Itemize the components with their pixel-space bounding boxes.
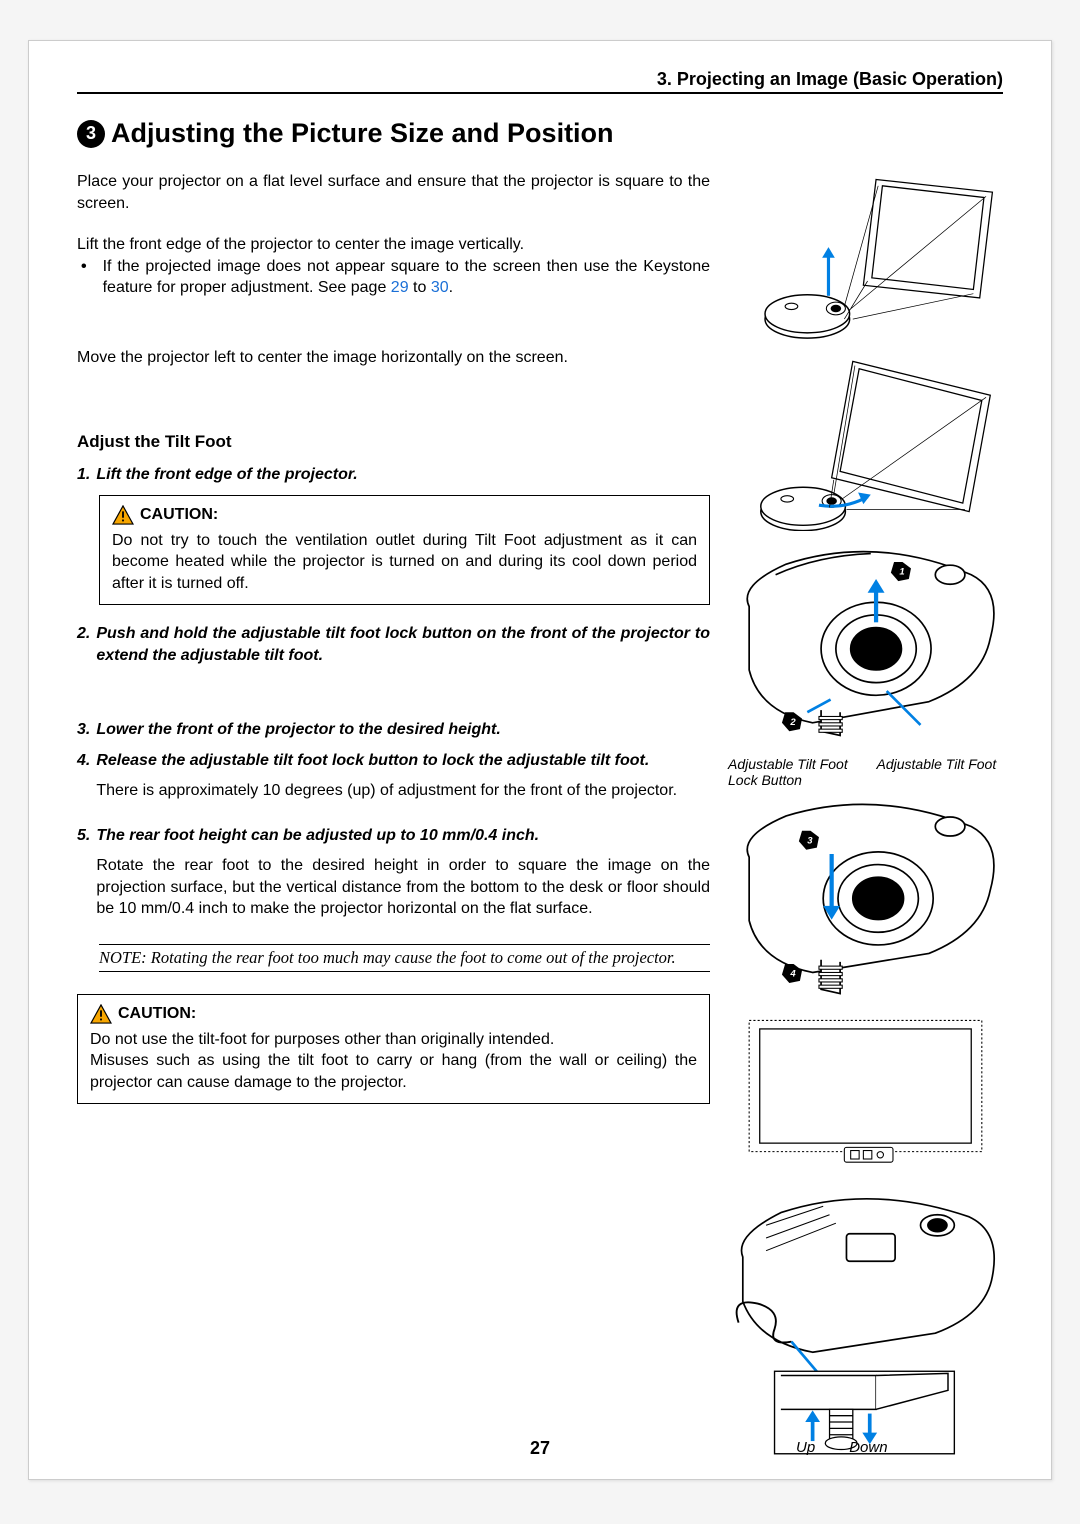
caution-box-1: CAUTION: Do not try to touch the ventila…	[99, 495, 710, 605]
intro-bullet: • If the projected image does not appear…	[81, 256, 710, 299]
page-link-29[interactable]: 29	[391, 279, 409, 296]
bullet-marker: •	[81, 256, 87, 299]
step-4-detail: There is approximately 10 degrees (up) o…	[96, 780, 710, 802]
figure-rear-foot: Up Down	[728, 1183, 1003, 1458]
figure-tilt-foot-release: 3 4	[728, 799, 1003, 1000]
caption-tilt-foot: Adjustable Tilt Foot	[877, 756, 997, 790]
content-columns: Place your projector on a flat level sur…	[77, 171, 1003, 1470]
rear-foot-diagram	[728, 1183, 1003, 1458]
caution-text-1: Do not try to touch the ventilation outl…	[112, 530, 697, 595]
svg-text:4: 4	[789, 969, 796, 980]
step-4: 4. Release the adjustable tilt foot lock…	[77, 750, 710, 815]
page-link-30[interactable]: 30	[431, 279, 449, 296]
figure-caption-tilt: Adjustable Tilt Foot Lock Button Adjusta…	[728, 756, 1003, 790]
intro-paragraph-2: Lift the front edge of the projector to …	[77, 234, 710, 299]
section-number-badge: 3	[77, 120, 105, 148]
step-5-detail: Rotate the rear foot to the desired heig…	[96, 855, 710, 920]
manual-page: 3. Projecting an Image (Basic Operation)…	[28, 40, 1052, 1480]
bullet-text: If the projected image does not appear s…	[103, 256, 710, 299]
caution-heading: CAUTION:	[112, 504, 697, 526]
caution-text-2: Do not use the tilt-foot for purposes ot…	[90, 1029, 697, 1094]
step-3: 3. Lower the front of the projector to t…	[77, 719, 710, 741]
chapter-header: 3. Projecting an Image (Basic Operation)	[77, 69, 1003, 94]
page-number: 27	[29, 1438, 1051, 1459]
svg-text:1: 1	[899, 566, 904, 577]
step-1: 1. Lift the front edge of the projector.	[77, 464, 710, 486]
note-block: NOTE: Rotating the rear foot too much ma…	[99, 944, 710, 972]
section-title-text: Adjusting the Picture Size and Position	[111, 118, 614, 149]
step-2: 2. Push and hold the adjustable tilt foo…	[77, 623, 710, 666]
caution-heading: CAUTION:	[90, 1003, 697, 1025]
caption-lock-button: Adjustable Tilt Foot Lock Button	[728, 756, 877, 790]
figure-tilt-foot-lift: 1 2	[728, 543, 1003, 744]
figure-vertical-horizontal-align	[728, 171, 1003, 531]
section-title: 3 Adjusting the Picture Size and Positio…	[77, 118, 1003, 149]
intro-paragraph-1: Place your projector on a flat level sur…	[77, 171, 710, 214]
warning-icon	[90, 1004, 112, 1024]
caution-box-2: CAUTION: Do not use the tilt-foot for pu…	[77, 994, 710, 1104]
right-column: 1 2 Adjustable Tilt Foot Lock Button Adj…	[728, 171, 1003, 1470]
tilt-release-diagram: 3 4	[728, 799, 1003, 1000]
subsection-title: Adjust the Tilt Foot	[77, 431, 710, 454]
svg-text:3: 3	[807, 836, 813, 847]
tilt-lift-diagram: 1 2	[728, 543, 1003, 744]
step-5: 5. The rear foot height can be adjusted …	[77, 825, 710, 933]
warning-icon	[112, 505, 134, 525]
figure-screen-rect	[728, 1012, 1003, 1171]
intro-paragraph-3: Move the projector left to center the im…	[77, 347, 710, 369]
left-column: Place your projector on a flat level sur…	[77, 171, 710, 1470]
align-diagram	[728, 171, 1003, 531]
svg-text:2: 2	[789, 717, 796, 728]
screen-rect-diagram	[728, 1012, 1003, 1171]
